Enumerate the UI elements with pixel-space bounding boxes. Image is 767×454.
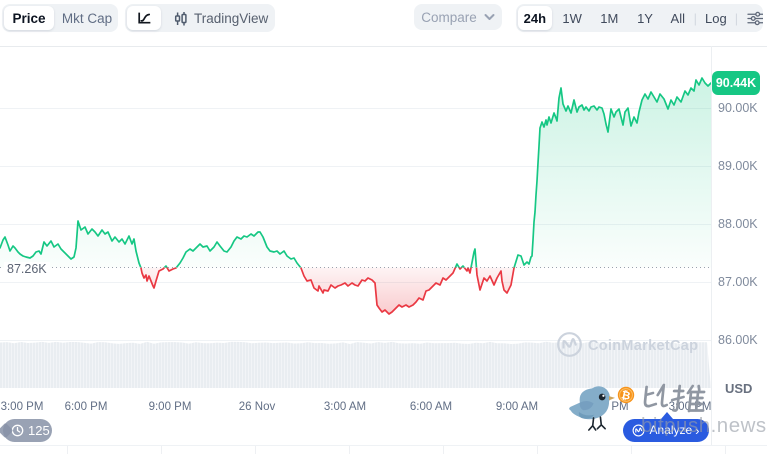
svg-text:₿: ₿ <box>620 389 631 403</box>
svg-text:CoinMarketCap: CoinMarketCap <box>588 338 698 354</box>
